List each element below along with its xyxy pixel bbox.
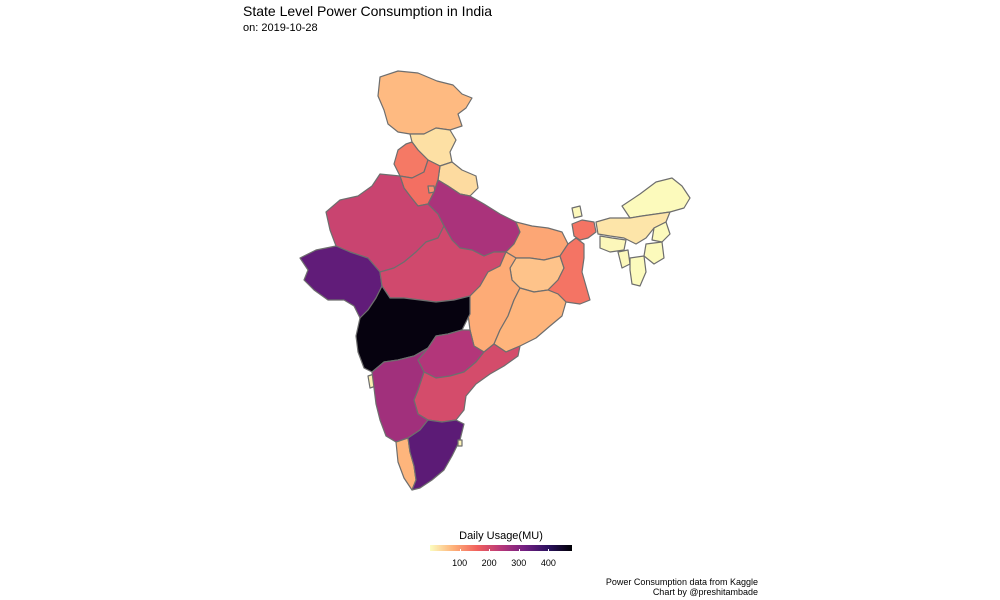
state-puducherry[interactable] [457,439,463,447]
chart-title: State Level Power Consumption in India [243,3,493,19]
legend-tick-label: 100 [452,558,468,568]
legend-color-bar [430,545,572,551]
caption: Power Consumption data from Kaggle Chart… [606,577,758,597]
state-arunachal-pradesh[interactable] [621,177,691,219]
legend-tick-mark [489,549,491,552]
legend-tick-label: 300 [511,558,527,568]
state-manipur[interactable] [643,241,665,265]
chart-subtitle: on: 2019-10-28 [243,22,318,34]
state-sikkim[interactable] [571,205,583,219]
state-west-bengal[interactable] [547,237,591,305]
caption-credit: Chart by @preshitambade [652,587,758,597]
state-karnataka[interactable] [371,347,429,443]
state-mizoram[interactable] [629,255,647,287]
state-tamil-nadu[interactable] [407,419,465,491]
legend-tick-mark [459,549,461,552]
state-jammu-and-kashmir[interactable] [377,70,473,135]
legend-tick-label: 200 [481,558,497,568]
legend-tick-label: 400 [540,558,556,568]
legend-title: Daily Usage(MU) [459,530,543,542]
caption-source: Power Consumption data from Kaggle [605,577,758,587]
state-nagaland[interactable] [651,221,671,243]
state-odisha[interactable] [493,287,567,353]
state-meghalaya[interactable] [599,235,627,253]
legend-tick-mark [518,549,520,552]
state-west-bengal-north[interactable] [571,219,597,241]
legend-tick-mark [548,549,550,552]
state-tripura[interactable] [617,249,631,269]
